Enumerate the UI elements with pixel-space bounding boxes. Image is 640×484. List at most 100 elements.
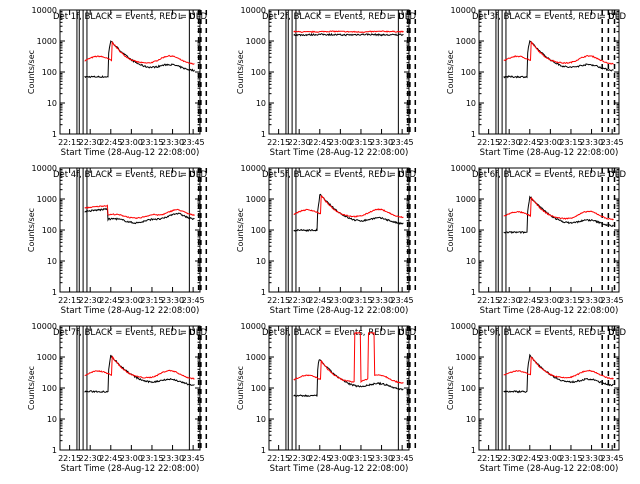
y-axis-label: Counts/sec bbox=[446, 208, 455, 252]
y-axis-label: Counts/sec bbox=[27, 208, 36, 252]
x-tick-label: 23:00 bbox=[120, 454, 143, 463]
x-tick-label: 23:45 bbox=[391, 138, 414, 147]
panel-det-2: 1 10 100 1000 10000 22:1522:3022:4523:0023:15… bbox=[236, 6, 417, 158]
x-tick-label: 22:45 bbox=[518, 296, 541, 305]
plot-frame bbox=[268, 9, 410, 135]
panel-title: Det 7f, BLACK = Events, RED = ULD bbox=[53, 328, 208, 338]
y-tick-label: 100 bbox=[251, 384, 266, 393]
x-axis-label: Start Time (28-Aug-12 22:08:00) bbox=[480, 148, 619, 158]
plot-frame bbox=[478, 9, 620, 135]
x-tick-label: 23:15 bbox=[140, 454, 163, 463]
x-tick-label: 22:15 bbox=[477, 454, 500, 463]
x-tick-label: 23:15 bbox=[349, 296, 372, 305]
marker-label: L bbox=[597, 12, 602, 21]
y-tick-label: 10 bbox=[256, 257, 266, 266]
panel-title: Det 2f, BLACK = Events, RED = ULD bbox=[262, 12, 417, 22]
plot-frame bbox=[478, 325, 620, 451]
x-tick-label: 23:15 bbox=[559, 138, 582, 147]
x-tick-label: 22:45 bbox=[518, 138, 541, 147]
y-axis-label: Counts/sec bbox=[446, 366, 455, 410]
y-tick-label: 1 bbox=[52, 130, 57, 139]
marker-label: D bbox=[189, 170, 195, 179]
y-tick-label: 10000 bbox=[32, 164, 57, 173]
x-tick-label: 22:45 bbox=[308, 138, 331, 147]
y-tick-label: 100 bbox=[251, 226, 266, 235]
events-series-line bbox=[84, 207, 195, 225]
x-tick-label: 23:30 bbox=[161, 138, 184, 147]
x-tick-label: 22:45 bbox=[99, 296, 122, 305]
panel-det-7: 1 10 100 1000 10000 22:1522:3022:4523:0023:15… bbox=[27, 322, 208, 474]
y-tick-label: 1 bbox=[52, 288, 57, 297]
y-tick-label: 1 bbox=[471, 130, 476, 139]
y-tick-label: 1 bbox=[261, 446, 266, 455]
y-tick-label: 10000 bbox=[32, 6, 57, 15]
x-tick-label: 22:45 bbox=[518, 454, 541, 463]
y-tick-label: 100 bbox=[42, 384, 57, 393]
marker-label: L bbox=[597, 170, 602, 179]
y-tick-label: 1000 bbox=[246, 195, 266, 204]
x-tick-label: 22:30 bbox=[498, 454, 521, 463]
panel-title: Det 1f, BLACK = Events, RED = ULD bbox=[53, 12, 208, 22]
x-tick-label: 23:00 bbox=[539, 454, 562, 463]
y-tick-label: 1 bbox=[52, 446, 57, 455]
x-tick-label: 23:15 bbox=[349, 454, 372, 463]
marker-label: D bbox=[189, 12, 195, 21]
events-series-line bbox=[84, 354, 195, 394]
x-tick-label: 23:30 bbox=[370, 296, 393, 305]
panel-title: Det 8f, BLACK = Events, RED = ULD bbox=[262, 328, 417, 338]
y-tick-label: 10 bbox=[466, 415, 476, 424]
x-tick-label: 22:15 bbox=[477, 138, 500, 147]
y-tick-label: 10000 bbox=[451, 6, 476, 15]
y-tick-label: 10000 bbox=[451, 322, 476, 331]
y-tick-label: 10 bbox=[47, 99, 57, 108]
marker-label: L bbox=[178, 170, 183, 179]
x-axis-label: Start Time (28-Aug-12 22:08:00) bbox=[270, 306, 409, 316]
x-tick-label: 23:00 bbox=[120, 296, 143, 305]
x-axis-label: Start Time (28-Aug-12 22:08:00) bbox=[270, 148, 409, 158]
panel-det-6: 1 10 100 1000 10000 22:1522:3022:4523:0023:15… bbox=[446, 164, 627, 316]
y-tick-label: 100 bbox=[42, 68, 57, 77]
uld-series-line bbox=[293, 331, 404, 384]
marker-label: D bbox=[608, 12, 614, 21]
marker-label: D bbox=[398, 12, 404, 21]
uld-series-line bbox=[293, 195, 404, 219]
y-tick-label: 10 bbox=[466, 99, 476, 108]
plot-frame bbox=[268, 325, 410, 451]
x-tick-label: 23:45 bbox=[391, 454, 414, 463]
x-tick-label: 23:00 bbox=[329, 296, 352, 305]
x-tick-label: 23:30 bbox=[580, 138, 603, 147]
y-tick-label: 1000 bbox=[37, 195, 57, 204]
y-axis-label: Counts/sec bbox=[27, 366, 36, 410]
x-tick-label: 22:30 bbox=[498, 138, 521, 147]
panel-det-8: 1 10 100 1000 10000 22:1522:3022:4523:0023:15… bbox=[236, 322, 417, 474]
x-axis-label: Start Time (28-Aug-12 22:08:00) bbox=[61, 306, 200, 316]
x-tick-label: 23:15 bbox=[559, 454, 582, 463]
panel-title: Det 5f, BLACK = Events, RED = ULD bbox=[262, 170, 417, 180]
x-tick-label: 23:30 bbox=[580, 296, 603, 305]
y-tick-label: 10 bbox=[256, 415, 266, 424]
plot-frame bbox=[59, 9, 201, 135]
x-axis-label: Start Time (28-Aug-12 22:08:00) bbox=[270, 464, 409, 474]
marker-label: D bbox=[189, 328, 195, 337]
plot-frame bbox=[268, 167, 410, 293]
panel-title: Det 6f, BLACK = Events, RED = ULD bbox=[472, 170, 627, 180]
marker-label: L bbox=[387, 170, 392, 179]
plot-frame bbox=[478, 167, 620, 293]
y-tick-label: 10000 bbox=[241, 164, 266, 173]
y-tick-label: 100 bbox=[461, 68, 476, 77]
x-tick-label: 22:30 bbox=[498, 296, 521, 305]
y-tick-label: 1000 bbox=[37, 353, 57, 362]
x-tick-label: 23:30 bbox=[580, 454, 603, 463]
x-tick-label: 23:30 bbox=[161, 454, 184, 463]
x-tick-label: 22:30 bbox=[288, 454, 311, 463]
marker-label: D bbox=[398, 328, 404, 337]
x-tick-label: 23:15 bbox=[140, 296, 163, 305]
y-tick-label: 100 bbox=[42, 226, 57, 235]
marker-label: D bbox=[608, 170, 614, 179]
y-tick-label: 1000 bbox=[37, 37, 57, 46]
y-tick-label: 10000 bbox=[451, 164, 476, 173]
y-tick-label: 10000 bbox=[241, 322, 266, 331]
events-series-line bbox=[503, 353, 614, 394]
